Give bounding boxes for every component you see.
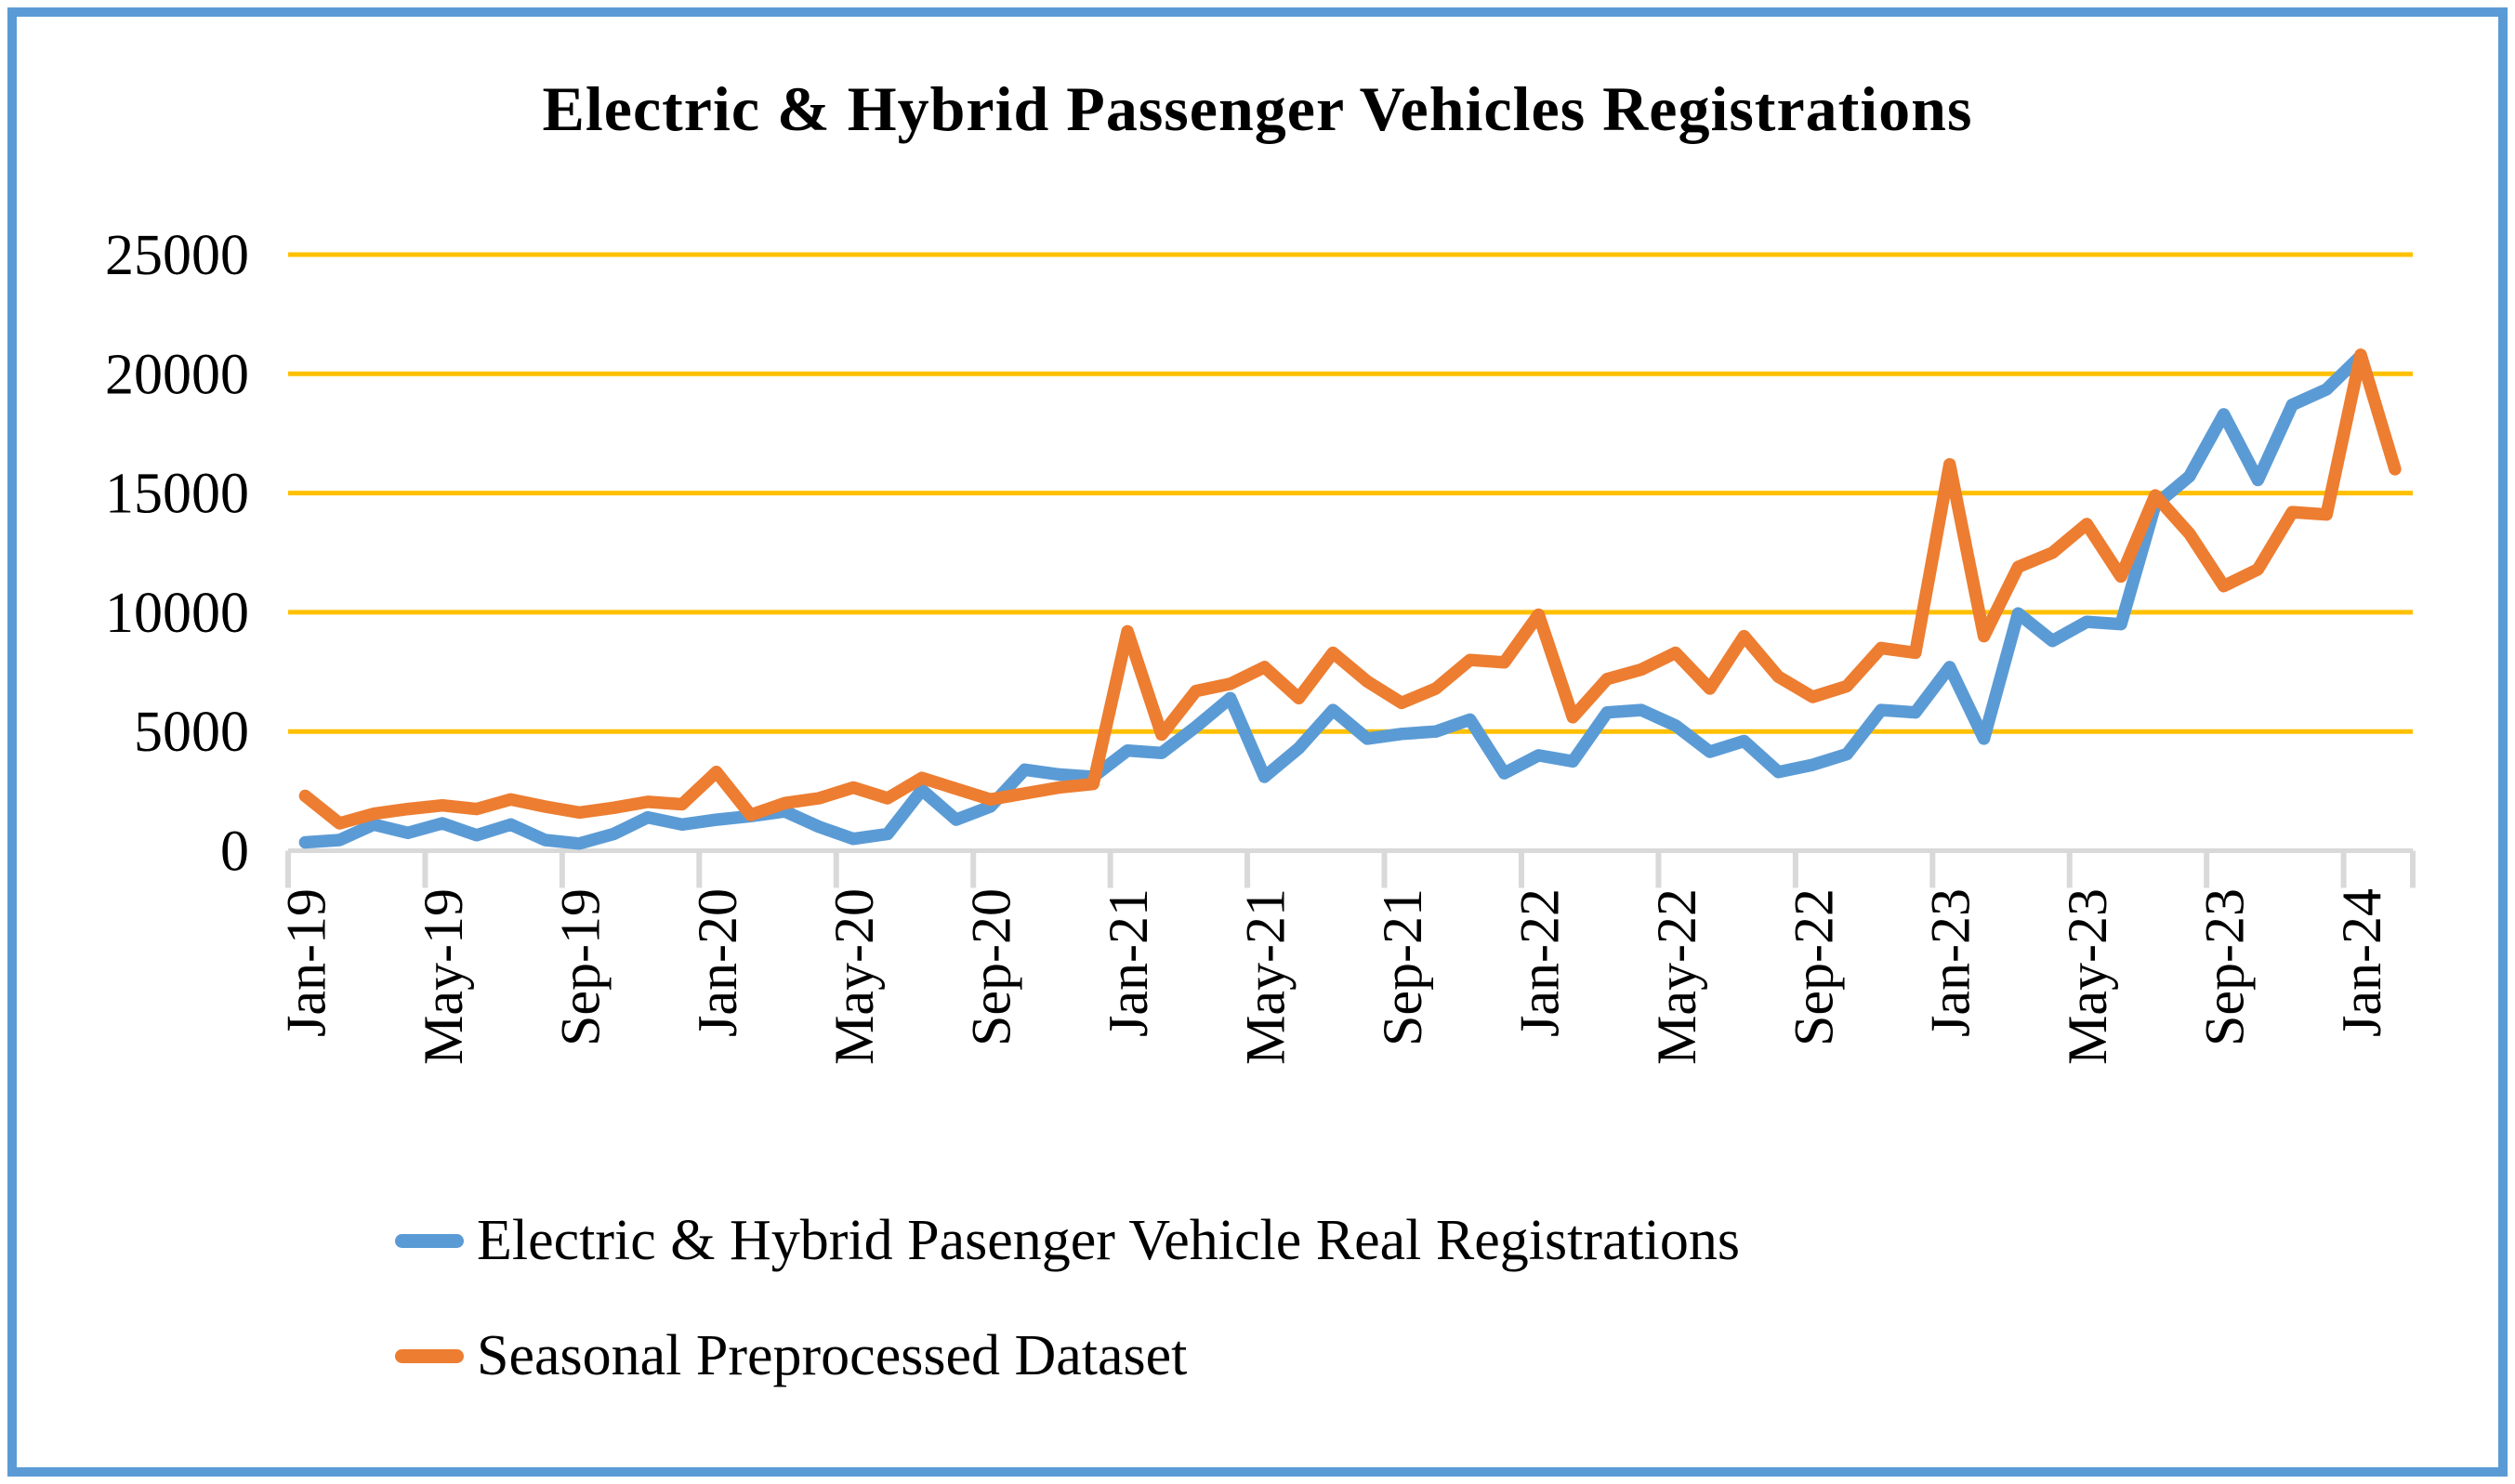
- legend-item-real-registrations: Electric & Hybrid Pasenger Vehicle Real …: [395, 1201, 1740, 1280]
- y-axis-tick-label: 10000: [105, 582, 249, 645]
- y-axis-tick-label: 25000: [105, 224, 249, 287]
- legend-label-seasonal-dataset: Seasonal Preprocessed Dataset: [477, 1323, 1188, 1387]
- x-axis-tick-label: May-19: [413, 888, 474, 1065]
- x-axis-tick-label: May-23: [2057, 888, 2118, 1065]
- x-axis-tick-label: Jan-24: [2331, 888, 2392, 1037]
- x-axis-tick-label: Jan-20: [687, 888, 748, 1037]
- x-axis-tick-label: Sep-23: [2194, 888, 2256, 1046]
- series-line-real-registrations: [298, 349, 2367, 850]
- x-axis-tick-label: Jan-23: [1920, 888, 1982, 1037]
- x-axis-tick-label: May-22: [1646, 888, 1707, 1065]
- x-axis-tick-label: May-20: [823, 888, 885, 1065]
- y-axis-tick-label: 0: [220, 821, 249, 884]
- x-axis-tick-label: Sep-21: [1372, 888, 1433, 1046]
- blue-line-marker-icon: [395, 1233, 464, 1248]
- chart-title: Electric & Hybrid Passenger Vehicles Reg…: [542, 73, 1973, 144]
- x-axis-tick-label: Jan-19: [275, 888, 336, 1037]
- y-axis-tick-label: 20000: [105, 343, 249, 406]
- x-axis-tick-label: Sep-19: [549, 888, 611, 1046]
- x-axis-tick-label: May-21: [1235, 888, 1297, 1065]
- legend-item-seasonal-dataset: Seasonal Preprocessed Dataset: [395, 1316, 1740, 1396]
- x-axis-tick-label: Sep-22: [1783, 888, 1844, 1046]
- x-axis-tick-label: Jan-21: [1098, 888, 1159, 1037]
- orange-line-marker-icon: [395, 1348, 464, 1363]
- legend-label-real-registrations: Electric & Hybrid Pasenger Vehicle Real …: [477, 1208, 1741, 1272]
- x-axis-tick-label: Jan-22: [1508, 888, 1570, 1037]
- x-axis-tick-label: Sep-20: [961, 888, 1022, 1046]
- legend: Electric & Hybrid Pasenger Vehicle Real …: [395, 1201, 1740, 1431]
- series-line-seasonal-dataset: [298, 348, 2402, 830]
- y-axis-tick-label: 5000: [134, 701, 249, 764]
- y-axis-tick-label: 15000: [105, 463, 249, 526]
